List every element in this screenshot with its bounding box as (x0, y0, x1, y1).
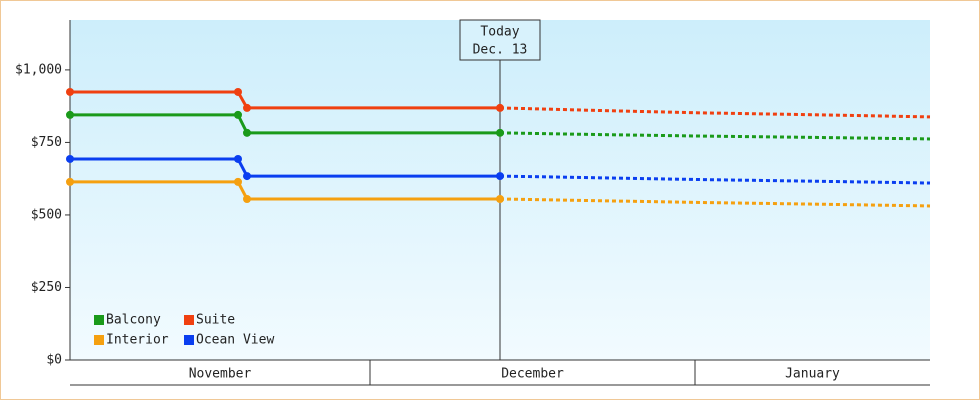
point (234, 87, 242, 96)
legend-label: Ocean View (196, 333, 274, 348)
point (66, 177, 74, 186)
forecast-line (499, 106, 931, 119)
legend-swatch (184, 315, 194, 325)
today-label: Dec. 13 (473, 43, 528, 58)
point (496, 172, 504, 181)
point (66, 87, 74, 96)
y-tick-label: $500 (31, 207, 62, 222)
legend-swatch (94, 315, 104, 325)
point (496, 194, 504, 203)
point (243, 194, 251, 203)
point (496, 103, 504, 112)
point (234, 177, 242, 186)
today-box (459, 19, 541, 61)
x-period-label: December (501, 367, 564, 382)
forecast-line (499, 197, 931, 208)
point (243, 172, 251, 181)
y-tick-label: $750 (31, 135, 62, 150)
legend-label: Suite (196, 313, 235, 328)
forecast-line (499, 174, 931, 185)
point (66, 110, 74, 119)
point (243, 103, 251, 112)
legend-swatch (184, 335, 194, 345)
y-tick-label: $1,000 (15, 62, 62, 77)
y-tick-label: $0 (46, 353, 62, 368)
point (496, 128, 504, 137)
series-line (70, 113, 500, 135)
point (66, 154, 74, 163)
today-label: Today (480, 25, 519, 40)
series-line (70, 180, 500, 201)
legend-swatch (94, 335, 104, 345)
forecast-line (499, 131, 931, 141)
series-line (70, 157, 500, 178)
x-period-label: January (785, 367, 840, 382)
point (234, 110, 242, 119)
series-line (70, 90, 500, 110)
legend-label: Interior (106, 333, 169, 348)
legend-label: Balcony (106, 313, 161, 328)
point (243, 128, 251, 137)
y-tick-label: $250 (31, 280, 62, 295)
x-period-label: November (189, 367, 252, 382)
point (234, 154, 242, 163)
